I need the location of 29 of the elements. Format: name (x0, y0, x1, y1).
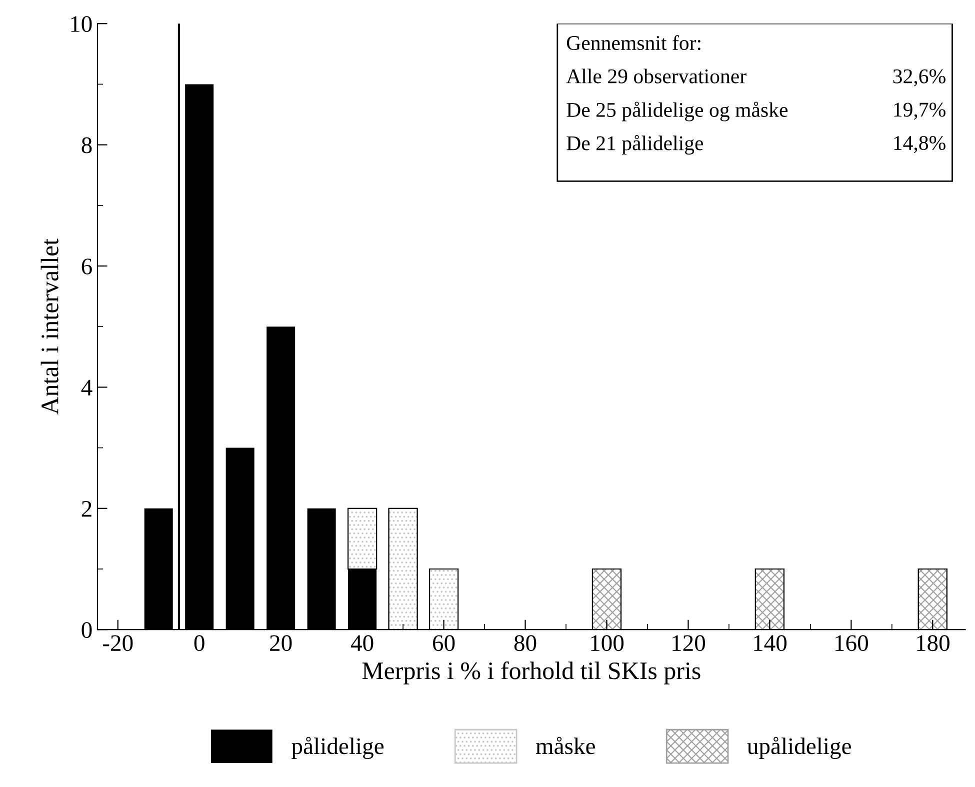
x-tick-label: 120 (672, 635, 706, 652)
x-tick-label: 140 (754, 635, 787, 652)
y-tick-label: 10 (71, 16, 92, 32)
annotation: De 25 pålidelige og måske (566, 102, 788, 122)
annotation: 14,8% (894, 136, 946, 154)
y-axis-title: Antal i intervallet (40, 238, 58, 415)
y-tick-label: 2 (82, 500, 92, 517)
legend-label: upålidelige (747, 736, 851, 760)
legend-label: pålidelige (292, 736, 384, 760)
y-tick-label: 6 (82, 258, 92, 274)
x-axis-title: Merpris i % i forhold til SKIs pris (362, 661, 700, 684)
x-tick-label: 100 (591, 635, 624, 652)
annotation: Alle 29 observationer (566, 68, 746, 84)
x-tick-label: 180 (917, 635, 950, 652)
annotation: 19,7% (894, 102, 946, 120)
y-tick-label: 0 (82, 622, 92, 638)
annotation: 32,6% (893, 69, 946, 86)
y-tick-label: 4 (81, 380, 92, 396)
x-tick-label: 80 (514, 635, 536, 652)
x-tick-label: 0 (194, 635, 204, 652)
legend-label: måske (536, 736, 595, 754)
x-tick-label: 40 (350, 635, 374, 652)
x-tick-label: -20 (103, 635, 133, 652)
y-tick-label: 8 (82, 137, 92, 154)
x-tick-label: 20 (270, 635, 292, 652)
annotation: Gennemsnit for: (566, 35, 700, 50)
x-tick-label: 60 (432, 635, 455, 652)
annotation: De 21 pålidelige (566, 135, 704, 155)
x-tick-label: 160 (836, 635, 868, 652)
